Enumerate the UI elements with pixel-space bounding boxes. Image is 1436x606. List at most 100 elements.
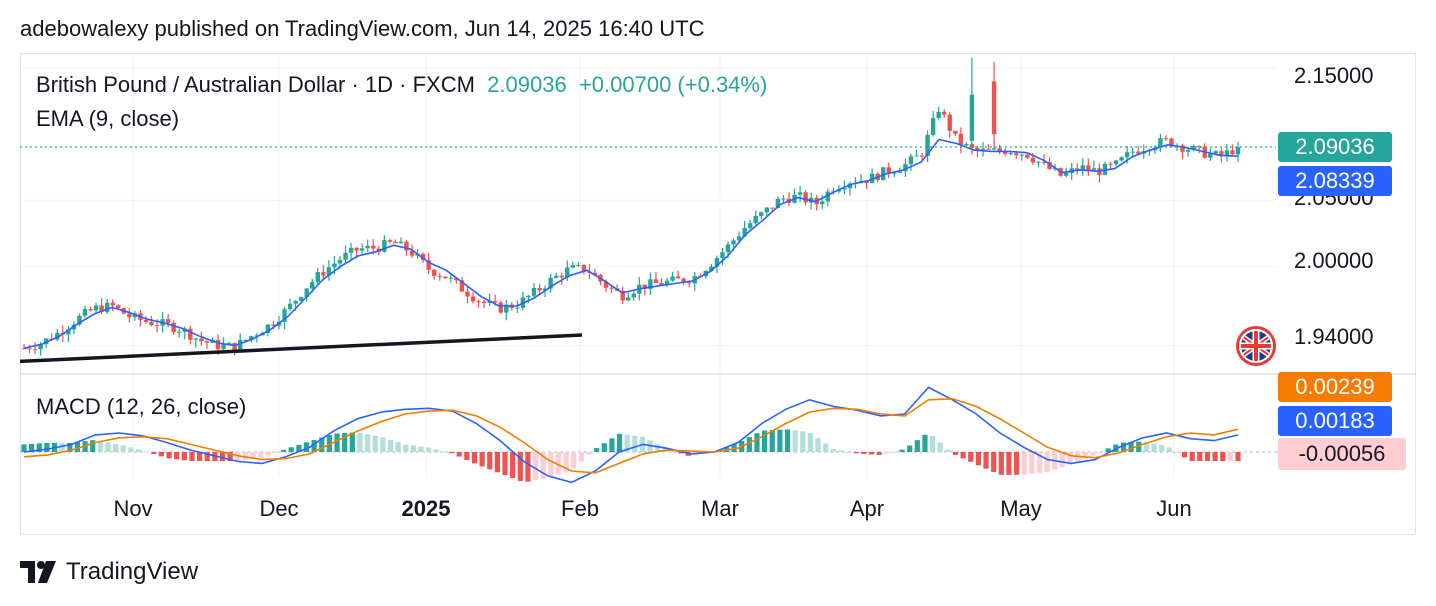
histogram-bar bbox=[433, 449, 439, 452]
candle-body bbox=[1235, 146, 1241, 155]
ema-legend[interactable]: EMA (9, close) bbox=[36, 106, 179, 132]
histogram-bar bbox=[128, 447, 134, 452]
candle-body bbox=[626, 297, 631, 301]
candle-body bbox=[409, 250, 415, 256]
candle-body bbox=[443, 276, 448, 279]
candle-body bbox=[104, 302, 110, 312]
macd-line bbox=[23, 386, 1239, 484]
histogram-bar bbox=[1212, 452, 1218, 462]
histogram-bar bbox=[1105, 448, 1111, 452]
histogram-bar bbox=[1204, 452, 1211, 462]
histogram-bar bbox=[97, 440, 103, 452]
candle-body bbox=[354, 247, 359, 251]
histogram-bar bbox=[754, 433, 760, 452]
histogram-bar bbox=[632, 435, 638, 452]
histogram-bar bbox=[280, 449, 287, 452]
ema-badge: 2.08339 bbox=[1278, 166, 1392, 196]
histogram-bar bbox=[158, 452, 165, 457]
candle-body bbox=[1213, 151, 1219, 154]
y-tick-label: 1.94000 bbox=[1294, 324, 1374, 349]
candle-body bbox=[426, 260, 431, 270]
histogram-bar bbox=[227, 452, 233, 462]
last-price-badge: 2.09036 bbox=[1278, 132, 1392, 162]
candle-body bbox=[603, 281, 609, 288]
histogram-bar bbox=[448, 452, 455, 454]
candle-body bbox=[459, 280, 465, 292]
histogram-bar bbox=[899, 449, 905, 452]
candle-body bbox=[27, 348, 32, 350]
histogram-bar bbox=[105, 442, 111, 452]
candle-body bbox=[93, 305, 99, 311]
candle-body bbox=[1224, 150, 1230, 157]
candle-body bbox=[936, 111, 941, 119]
candle-body bbox=[991, 81, 997, 135]
signal-badge: 0.00239 bbox=[1278, 372, 1392, 402]
candle-body bbox=[1119, 157, 1124, 161]
candle-body bbox=[1036, 161, 1041, 163]
candle-body bbox=[371, 245, 376, 249]
candle-body bbox=[492, 300, 498, 303]
histogram-bar bbox=[242, 452, 249, 461]
histogram-bar bbox=[1036, 452, 1043, 473]
histogram-bar bbox=[548, 452, 554, 477]
candle-body bbox=[321, 272, 326, 276]
histogram-bar bbox=[1021, 452, 1027, 475]
tradingview-brand[interactable]: TradingView bbox=[20, 558, 198, 586]
candle-body bbox=[675, 276, 681, 279]
candle-body bbox=[1108, 163, 1113, 165]
histogram-bar bbox=[1220, 452, 1226, 462]
candle-body bbox=[642, 284, 648, 289]
candle-body bbox=[986, 148, 991, 150]
candle-body bbox=[720, 252, 725, 259]
candle-body bbox=[66, 329, 71, 335]
histogram-bar bbox=[594, 448, 600, 452]
histogram-bar bbox=[555, 452, 562, 475]
candle-body bbox=[448, 277, 454, 279]
candle-body bbox=[432, 269, 437, 276]
histogram-bar bbox=[326, 435, 333, 452]
candle-body bbox=[393, 241, 398, 244]
candle-body bbox=[570, 265, 575, 268]
candle-body bbox=[143, 319, 149, 322]
x-tick-label: Nov bbox=[113, 496, 153, 521]
candle-body bbox=[659, 282, 664, 285]
histogram-bar bbox=[991, 452, 997, 472]
macd-legend[interactable]: MACD (12, 26, close) bbox=[36, 394, 246, 420]
histogram-bar bbox=[1120, 442, 1127, 452]
candle-body bbox=[864, 180, 869, 184]
histogram-bar bbox=[1235, 452, 1241, 462]
histogram-bar bbox=[464, 452, 470, 460]
candle-body bbox=[127, 313, 132, 318]
histogram-bar bbox=[1189, 452, 1195, 462]
candle-body bbox=[620, 290, 625, 301]
x-tick-label: Jun bbox=[1156, 496, 1192, 521]
histogram-bar bbox=[563, 452, 569, 472]
histogram-bar bbox=[204, 452, 210, 462]
histogram-bar bbox=[1197, 452, 1203, 462]
candle-body bbox=[315, 272, 320, 283]
histogram-bar bbox=[197, 452, 203, 462]
histogram-bar bbox=[853, 452, 859, 454]
histogram-bar bbox=[838, 450, 844, 452]
candle-body bbox=[886, 167, 891, 174]
candle-body bbox=[953, 130, 958, 134]
candle-body bbox=[116, 305, 121, 309]
candle-body bbox=[343, 252, 348, 260]
histogram-bar bbox=[1166, 447, 1172, 452]
x-tick-label: Apr bbox=[849, 496, 885, 521]
candle-body bbox=[1091, 168, 1097, 171]
candle-body bbox=[99, 305, 104, 312]
histogram-bar bbox=[578, 452, 584, 462]
candle-body bbox=[753, 215, 758, 224]
histogram-bar bbox=[189, 452, 195, 462]
histogram-bar bbox=[143, 451, 149, 453]
candle-body bbox=[1136, 151, 1141, 154]
candle-body bbox=[997, 148, 1002, 152]
histogram-bar bbox=[525, 452, 531, 482]
histogram-bar bbox=[288, 447, 294, 452]
histogram-bar bbox=[907, 445, 913, 452]
histogram-bar bbox=[410, 445, 416, 452]
histogram-bar bbox=[151, 452, 157, 454]
x-tick-label: Feb bbox=[561, 496, 599, 521]
